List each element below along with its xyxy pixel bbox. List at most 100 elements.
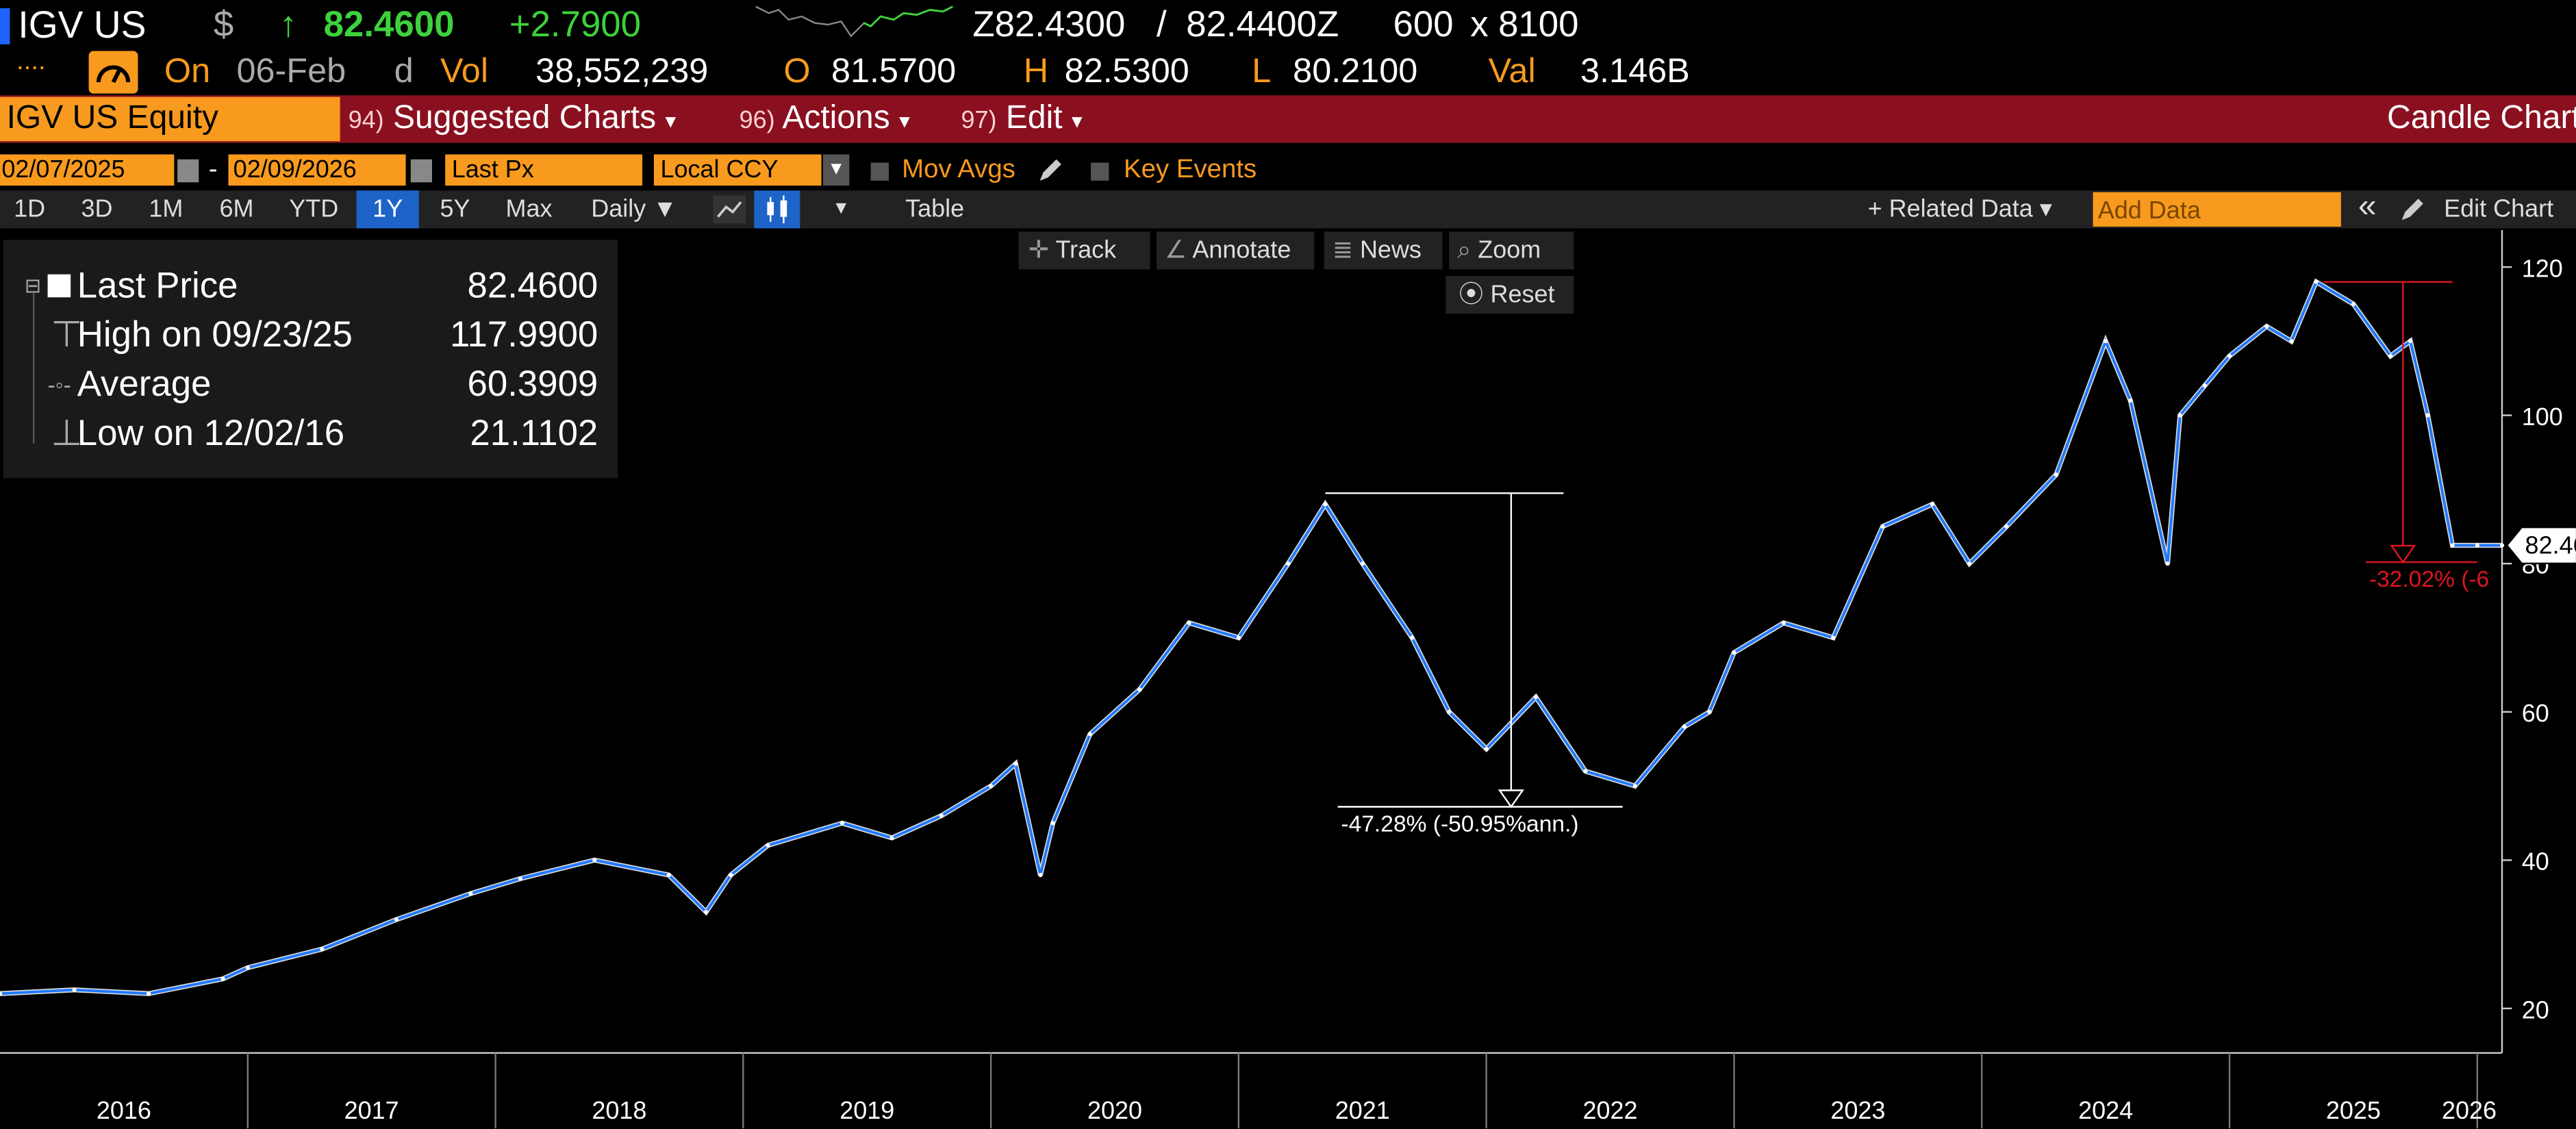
edit-menu[interactable]: 97) Edit ▾ <box>961 95 1083 144</box>
data-point <box>1484 746 1489 752</box>
mov-avgs-label[interactable]: Mov Avgs <box>902 155 1015 184</box>
add-data-input[interactable]: Add Data <box>2093 192 2341 227</box>
speedometer-icon[interactable] <box>88 51 138 94</box>
data-point <box>1682 724 1687 729</box>
actions-number: 96) <box>739 106 775 135</box>
x-tick-label: 2017 <box>344 1096 399 1124</box>
data-point <box>889 835 894 840</box>
data-point <box>2289 339 2294 344</box>
data-point <box>1707 709 1712 714</box>
collapse-icon[interactable]: « <box>2358 188 2377 225</box>
period-max[interactable]: Max <box>505 195 553 224</box>
data-point <box>1038 872 1043 878</box>
currency-selector[interactable]: Local CCY <box>653 154 822 186</box>
data-point <box>2408 339 2413 344</box>
price-change: +2.7900 <box>509 3 642 45</box>
actions-menu[interactable]: 96) Actions ▾ <box>740 95 910 144</box>
field-selector[interactable]: Last Px <box>445 154 643 186</box>
last-price-tag-label: 82.46 <box>2525 531 2576 559</box>
reset-label: Reset <box>1490 281 1555 309</box>
data-point <box>2264 324 2269 329</box>
end-date-field[interactable]: 02/09/2026 <box>228 154 406 186</box>
data-point <box>2499 543 2505 548</box>
last-price-tag <box>2505 526 2576 565</box>
low-marker-icon: ⊥ <box>51 412 83 454</box>
track-button[interactable]: ✛ Track <box>1018 231 1150 270</box>
pencil-icon[interactable] <box>2399 197 2425 223</box>
news-label: News <box>1359 236 1422 265</box>
currency-dropdown-icon[interactable]: ▼ <box>822 154 850 186</box>
data-point <box>2202 383 2207 388</box>
ticker[interactable]: IGV US <box>18 3 147 47</box>
line-chart-icon[interactable] <box>713 195 746 224</box>
data-point <box>2104 339 2108 344</box>
data-point <box>939 813 944 818</box>
data-point <box>2128 398 2133 403</box>
chart-style-dropdown-icon[interactable]: ▼ <box>832 199 850 219</box>
quote-header: IGV US $ ↑ 82.4600 +2.7900 Z82.4300 / 82… <box>0 0 2576 49</box>
volume-value: 38,552,239 <box>535 52 709 90</box>
data-point <box>468 891 473 896</box>
data-point <box>1732 650 1737 655</box>
table-button[interactable]: Table <box>905 195 965 224</box>
data-point <box>2165 561 2170 566</box>
annotate-button[interactable]: ∠ Annotate <box>1157 231 1315 270</box>
drawdown2-label: -32.02% (-6 <box>2369 567 2489 592</box>
security-field[interactable]: IGV US Equity <box>0 97 340 142</box>
data-point <box>1236 635 1241 640</box>
data-point <box>703 910 709 915</box>
traded-value: 3.146B <box>1580 52 1690 90</box>
period-6m[interactable]: 6M <box>219 195 254 224</box>
bid-price: Z82.4300 <box>972 3 1126 45</box>
calendar-icon[interactable] <box>177 159 199 183</box>
reset-icon: ⦿ <box>1459 281 1484 309</box>
data-point <box>2227 353 2232 359</box>
key-events-label[interactable]: Key Events <box>1124 155 1257 184</box>
start-date-field[interactable]: 02/07/2025 <box>0 154 175 186</box>
mov-avgs-checkbox[interactable] <box>870 162 889 181</box>
legend-low: ⊥ Low on 12/02/16 21.1102 <box>3 409 618 458</box>
sparkline-icon <box>755 5 953 38</box>
menu-dots[interactable]: .... <box>16 47 46 76</box>
settings-bar: 02/07/2025 - 02/09/2026 Last Px Local CC… <box>0 153 2576 189</box>
x-tick-label: 2018 <box>592 1096 646 1124</box>
data-point <box>2004 524 2009 529</box>
frequency-selector[interactable]: Daily ▼ <box>591 195 677 224</box>
annotate-icon: ∠ <box>1165 236 1187 265</box>
high-value: 82.5300 <box>1064 52 1189 90</box>
high-label: H <box>1023 52 1049 90</box>
data-point <box>2351 302 2356 307</box>
chart-type-label[interactable]: Candle Chart <box>2387 100 2576 137</box>
legend-last-price[interactable]: ⊟ Last Price 82.4600 <box>3 261 618 310</box>
drawdown-label: -47.28% (-50.95%ann.) <box>1341 811 1578 837</box>
edit-label: Edit <box>1005 100 1063 137</box>
data-point <box>146 991 151 996</box>
edit-chart-button[interactable]: Edit Chart <box>2444 195 2554 224</box>
period-5y[interactable]: 5Y <box>440 195 470 224</box>
crosshair-icon: ✛ <box>1028 236 1050 265</box>
data-point <box>320 947 325 952</box>
legend-value: 82.4600 <box>467 264 598 306</box>
x-tick-label: 2025 <box>2326 1096 2381 1124</box>
start-date: 02/07/2025 <box>1 155 125 184</box>
calendar-icon[interactable] <box>410 159 432 183</box>
related-data-button[interactable]: + Related Data ▾ <box>1867 195 2052 224</box>
news-button[interactable]: ≣ News <box>1324 231 1443 270</box>
date-unit: d <box>394 52 414 90</box>
period-1m[interactable]: 1M <box>149 195 184 224</box>
data-point <box>1323 502 1328 507</box>
pencil-icon[interactable] <box>1037 157 1063 183</box>
key-events-checkbox[interactable] <box>1091 162 1109 181</box>
suggested-charts-menu[interactable]: 94) Suggested Charts ▾ <box>349 95 677 144</box>
period-ytd[interactable]: YTD <box>289 195 339 224</box>
zoom-button[interactable]: ⌕ Zoom <box>1449 231 1574 270</box>
suggested-number: 94) <box>348 106 384 135</box>
period-3d[interactable]: 3D <box>81 195 113 224</box>
reset-button[interactable]: ⦿ Reset <box>1445 276 1574 314</box>
date-range-dash: - <box>208 155 218 184</box>
candle-chart-icon[interactable] <box>754 190 800 229</box>
period-1y[interactable]: 1Y <box>356 190 419 229</box>
data-point <box>989 783 994 789</box>
period-1d[interactable]: 1D <box>14 195 46 224</box>
